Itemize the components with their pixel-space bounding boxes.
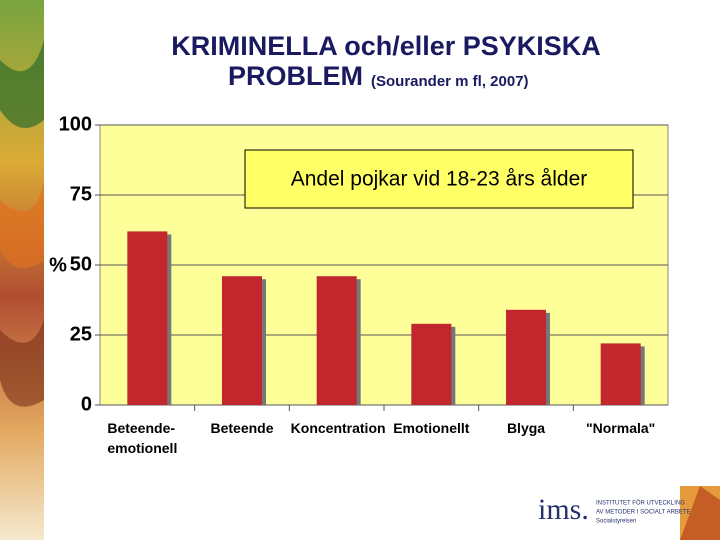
bar (506, 309, 546, 405)
annotation-box (244, 149, 634, 209)
y-tick-label: 100 (59, 113, 92, 135)
bar (222, 276, 262, 405)
source: (Sourander m fl, 2007) (371, 73, 529, 90)
x-tick-label: "Normala" (586, 420, 656, 436)
x-tick-label: Emotionellt (393, 420, 470, 436)
y-tick-label: 50 (70, 253, 92, 275)
logo-name: ims. (538, 493, 589, 526)
bar (316, 276, 357, 405)
y-tick-label: 75 (70, 183, 92, 205)
x-tick-label: Beteende-emotionell (107, 420, 178, 456)
y-axis-label: % (49, 254, 67, 276)
bar (411, 323, 452, 405)
logo-text: Socialstyrelsen (596, 519, 636, 525)
x-tick-label: Koncentration (290, 420, 386, 436)
annotation: Andel pojkar vid 18-23 års ålder (291, 168, 588, 191)
bar (127, 231, 168, 405)
x-tick-label: Beteende (210, 420, 274, 436)
y-tick-label: 25 (70, 323, 92, 345)
chart-title: PROBLEM (228, 61, 363, 91)
bar (600, 343, 641, 405)
logo-text: AV METODER I SOCIALT ARBETE (596, 510, 691, 516)
chart-title: KRIMINELLA och/eller PSYKISKA (171, 31, 601, 61)
y-tick-label: 0 (81, 393, 92, 415)
logo-text: INSTITUTET FÖR UTVECKLING (596, 500, 685, 507)
x-tick-label: Blyga (506, 420, 546, 436)
